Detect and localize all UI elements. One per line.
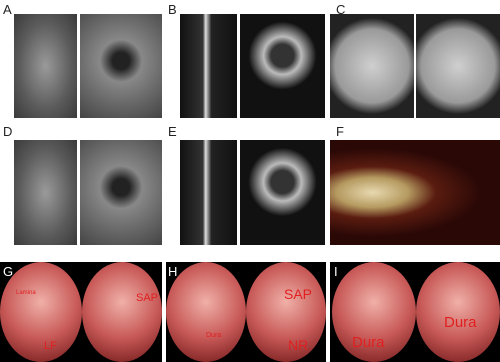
- ct-sagittal: [180, 140, 237, 245]
- xray: [416, 14, 500, 118]
- mri-sagittal: [14, 14, 77, 118]
- annotation: Dura: [352, 334, 385, 351]
- endoscope-view: [416, 262, 500, 362]
- endoscope-view: [0, 262, 82, 362]
- ct-axial: [240, 14, 325, 118]
- xray: [330, 14, 414, 118]
- 3d-reconstruction: [330, 140, 500, 245]
- panel-label: E: [168, 124, 177, 139]
- endoscope-view: [246, 262, 326, 362]
- annotation: Dura: [444, 314, 477, 331]
- ct-sagittal: [180, 14, 237, 118]
- panel-label: B: [168, 2, 177, 17]
- annotation: Dura: [206, 332, 222, 339]
- ct-axial: [240, 140, 325, 245]
- panel-label: F: [336, 124, 344, 139]
- annotation: LF: [44, 340, 57, 352]
- endoscope-view: [166, 262, 246, 362]
- panel-label: D: [3, 124, 13, 139]
- annotation: NR: [288, 337, 309, 353]
- panel-label: I: [334, 264, 338, 279]
- panel-label: A: [3, 2, 12, 17]
- mri-axial: [80, 14, 162, 118]
- panel-label: H: [168, 264, 178, 279]
- annotation: SAP: [284, 286, 313, 302]
- endoscope-view: [82, 262, 162, 362]
- mri-axial: [80, 140, 162, 245]
- panel-label: G: [3, 264, 14, 279]
- mri-sagittal: [14, 140, 77, 245]
- annotation: SAP: [136, 292, 159, 304]
- endoscope-view: [332, 262, 416, 362]
- panel-label: C: [336, 2, 346, 17]
- annotation: Lamina: [16, 290, 36, 296]
